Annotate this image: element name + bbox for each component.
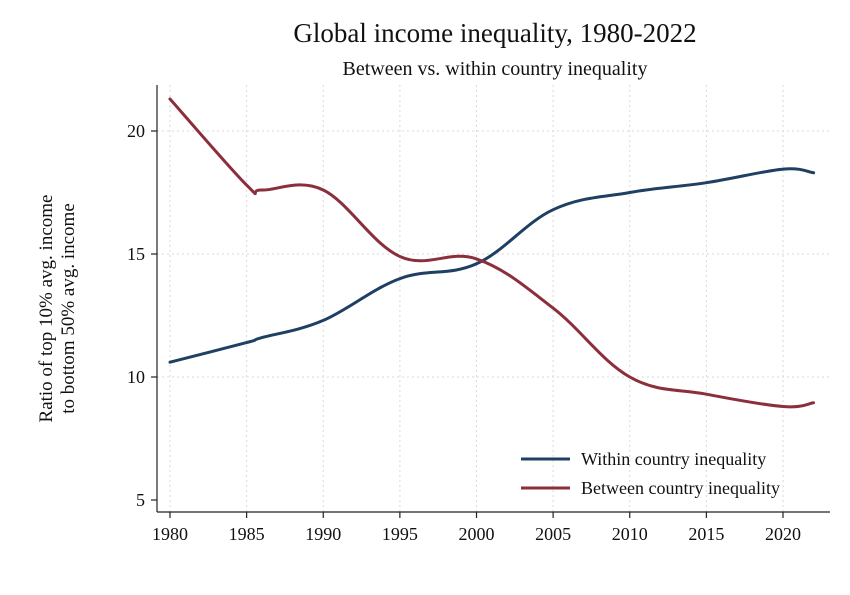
- y-tick-labels: 5 10 15 20: [127, 121, 157, 510]
- chart-title: Global income inequality, 1980-2022: [293, 18, 697, 48]
- axes: [156, 85, 830, 513]
- x-tick-label: 2020: [765, 524, 801, 544]
- y-tick-label: 5: [136, 490, 145, 510]
- y-axis-label: Ratio of top 10% avg. income to bottom 50…: [36, 195, 79, 423]
- y-axis-label-line: to bottom 50% avg. income: [58, 203, 79, 414]
- x-tick-label: 1990: [305, 524, 341, 544]
- y-tick-label: 15: [127, 244, 145, 264]
- y-tick-label: 20: [127, 121, 145, 141]
- chart-subtitle: Between vs. within country inequality: [342, 58, 648, 80]
- x-tick-label: 1995: [382, 524, 418, 544]
- y-axis-label-line: Ratio of top 10% avg. income: [36, 195, 57, 423]
- legend: Within country inequality Between country…: [521, 449, 780, 498]
- grid-lines: [157, 85, 830, 512]
- series-lines: [168, 97, 816, 409]
- y-tick-label: 10: [127, 367, 145, 387]
- x-tick-label: 1980: [152, 524, 188, 544]
- x-tick-labels: 1980 1985 1990 1995 2000 2005 2010 2015 2020: [152, 512, 801, 544]
- series-line-within: [168, 167, 816, 364]
- x-tick-label: 1985: [229, 524, 265, 544]
- legend-label: Between country inequality: [581, 478, 780, 498]
- x-tick-label: 2010: [612, 524, 648, 544]
- x-tick-label: 2015: [688, 524, 724, 544]
- x-tick-label: 2000: [459, 524, 495, 544]
- legend-label: Within country inequality: [581, 449, 766, 469]
- x-tick-label: 2005: [535, 524, 571, 544]
- series-line-between: [168, 97, 816, 409]
